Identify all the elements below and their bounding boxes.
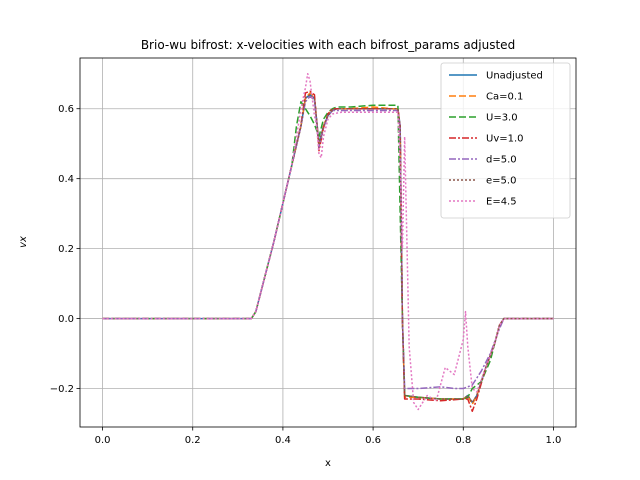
y-tick-label: 0.4 xyxy=(58,174,74,185)
x-tick-label: 0.2 xyxy=(185,435,201,446)
x-axis-label: x xyxy=(325,458,331,469)
legend-label: Ca=0.1 xyxy=(486,92,523,103)
y-tick-label: 0.0 xyxy=(58,314,74,325)
legend-label: d=5.0 xyxy=(486,155,517,166)
y-tick-label: 0.6 xyxy=(58,104,74,115)
x-axis: 0.0 0.2 0.4 0.6 0.8 1.0 xyxy=(95,427,562,446)
series-line xyxy=(102,100,554,400)
chart-title: Brio-wu bifrost: x-velocities with each … xyxy=(141,38,515,52)
x-tick-label: 0.4 xyxy=(275,435,291,446)
legend-label: U=3.0 xyxy=(486,113,518,124)
y-axis: −0.2 0.0 0.2 0.4 0.6 xyxy=(50,104,80,395)
legend-label: Unadjusted xyxy=(486,71,543,82)
x-tick-label: 0.8 xyxy=(455,435,471,446)
series-line xyxy=(102,92,554,406)
y-tick-label: −0.2 xyxy=(50,384,74,395)
y-tick-label: 0.2 xyxy=(58,244,74,255)
plot-frame xyxy=(79,57,577,428)
legend: Unadjusted Ca=0.1 U=3.0 Uv=1.0 d=5.0 e=5.0 E=4… xyxy=(440,62,571,219)
x-tick-label: 0.0 xyxy=(95,435,111,446)
x-tick-label: 0.6 xyxy=(365,435,381,446)
legend-label: Uv=1.0 xyxy=(486,134,524,145)
y-axis-label: vx xyxy=(18,236,29,248)
series-line xyxy=(102,72,554,411)
x-tick-label: 1.0 xyxy=(546,435,562,446)
legend-label: e=5.0 xyxy=(486,176,516,187)
series-layer xyxy=(102,72,554,413)
legend-label: E=4.5 xyxy=(486,197,517,208)
